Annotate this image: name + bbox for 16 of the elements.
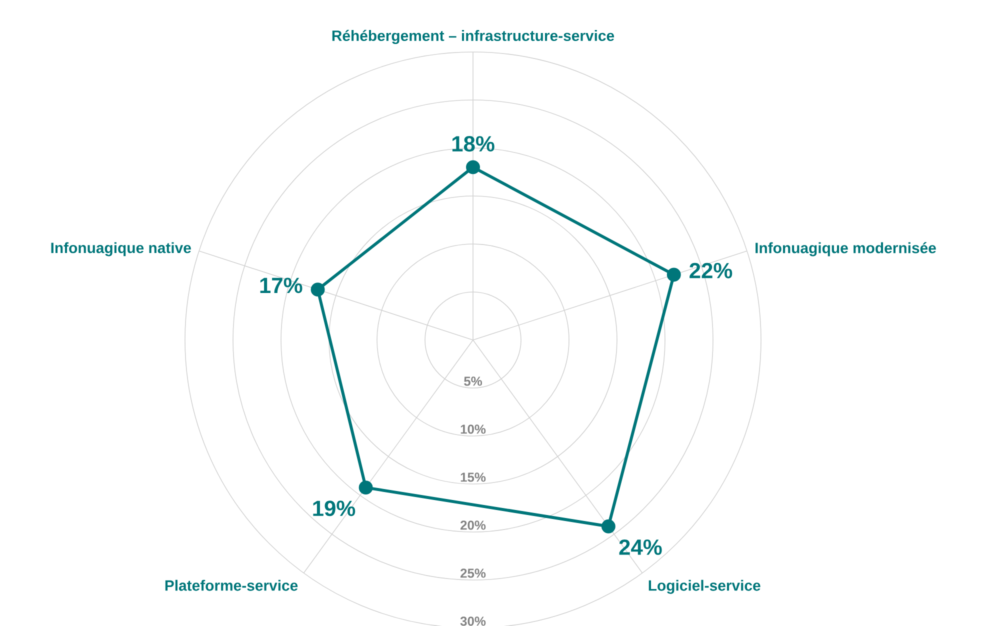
y-tick-label: 10% <box>460 424 486 434</box>
data-label: 22% <box>690 262 732 278</box>
y-tick-label: 5% <box>464 376 482 386</box>
y-tick-label: 20% <box>460 520 486 530</box>
data-label: 24% <box>619 539 662 555</box>
data-label: 18% <box>452 136 494 152</box>
spoke-label: Infonuagique native <box>51 242 191 256</box>
y-tick-label: 25% <box>460 568 486 578</box>
y-tick-label: 15% <box>460 472 486 482</box>
spoke-label: Logiciel-service <box>648 580 760 594</box>
spoke-label: Infonuagique modernisée <box>756 242 936 256</box>
spoke-label: Plateforme-service <box>165 580 298 591</box>
y-tick-label: 30% <box>460 616 486 626</box>
spoke-label: Réhébergement – infrastructure-service <box>332 30 614 44</box>
data-label: 19% <box>313 500 356 516</box>
data-label: 17% <box>260 278 302 294</box>
